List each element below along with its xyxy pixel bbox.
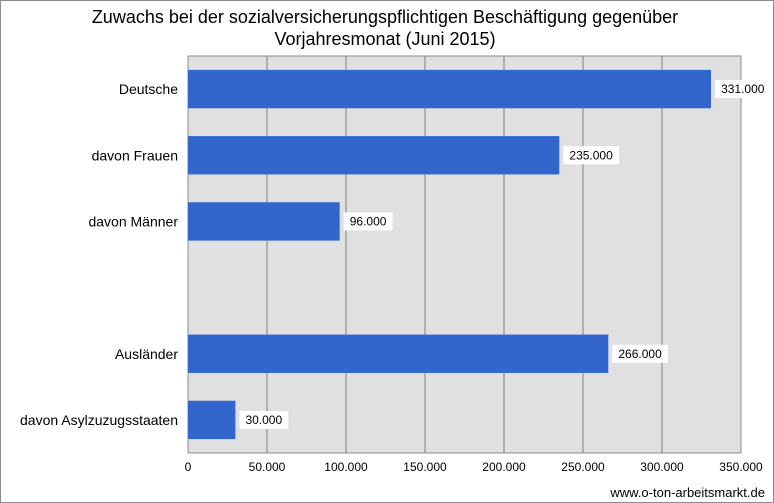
- source-label: www.o-ton-arbeitsmarkt.de: [609, 485, 765, 500]
- data-labels: 331.000 235.000 96.000 266.000 30.000: [239, 80, 771, 429]
- category-label: Deutsche: [119, 81, 178, 97]
- category-label: davon Frauen: [92, 147, 178, 163]
- bars: [188, 69, 711, 440]
- bar: [188, 334, 609, 373]
- data-label: 331.000: [721, 82, 765, 96]
- category-label: davon Männer: [88, 213, 178, 229]
- data-label: 235.000: [569, 148, 613, 162]
- x-tick-label: 250.000: [561, 460, 605, 474]
- chart-title-line-2: Vorjahresmonat (Juni 2015): [274, 29, 495, 49]
- bar: [188, 400, 236, 440]
- x-tick-label: 50.000: [249, 460, 286, 474]
- chart-title-line-1: Zuwachs bei der sozialversicherungspflic…: [92, 7, 678, 27]
- bar: [188, 69, 711, 109]
- data-label: 96.000: [350, 214, 387, 228]
- data-label-box: [239, 410, 289, 429]
- data-label-box: [714, 80, 771, 99]
- x-tick-label: 0: [185, 460, 192, 474]
- bar: [188, 136, 560, 175]
- gridlines: [266, 56, 663, 453]
- x-tick-label: 100.000: [324, 460, 368, 474]
- category-labels: Deutsche davon Frauen davon Männer Auslände…: [20, 81, 178, 428]
- bar: [188, 202, 340, 241]
- x-tick-label: 200.000: [482, 460, 526, 474]
- data-label: 266.000: [618, 347, 662, 361]
- category-label: Ausländer: [115, 346, 178, 362]
- data-label: 30.000: [245, 413, 282, 427]
- data-label-box: [563, 146, 619, 165]
- x-axis-ticks: 0 50.000 100.000 150.000 200.000 250.000 300.0…: [185, 460, 763, 474]
- x-tick-label: 300.000: [640, 460, 684, 474]
- plot-area: [187, 55, 742, 454]
- category-label: davon Asylzuzugsstaaten: [20, 412, 178, 428]
- x-tick-label: 150.000: [403, 460, 447, 474]
- x-tick-label: 350.000: [719, 460, 763, 474]
- data-label-box: [612, 344, 668, 363]
- data-label-box: [343, 212, 393, 231]
